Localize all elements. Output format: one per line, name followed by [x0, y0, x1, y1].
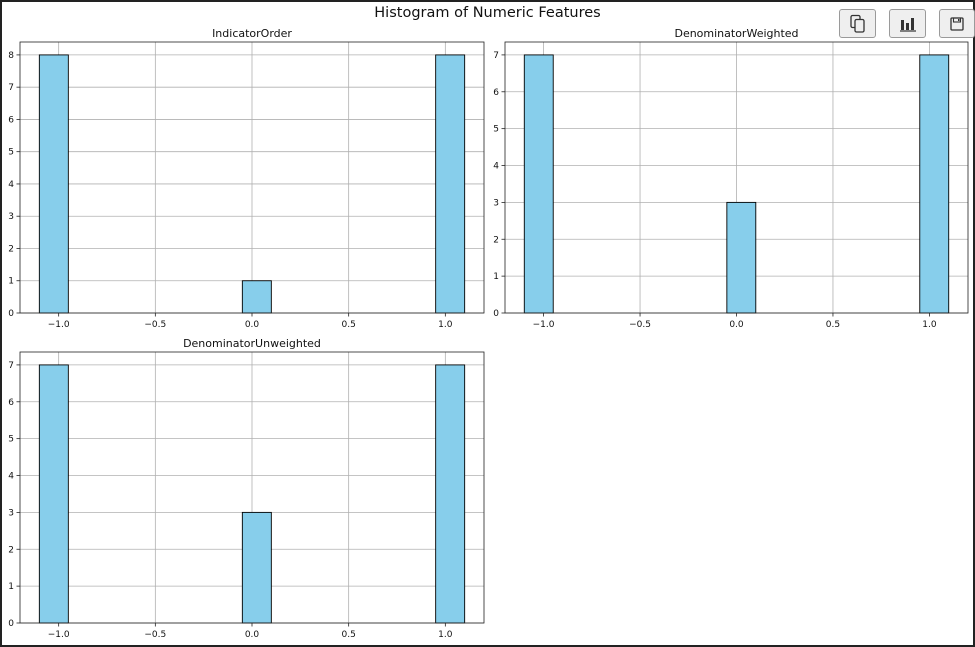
- histogram-bar: [38, 54, 69, 314]
- figure-title: Histogram of Numeric Features: [374, 5, 601, 21]
- subplot-1: −1.0 −0.5 0.0 0.5 1.0 0 1 2 3 4 5 6 7 8 IndicatorOrder: [8, 27, 485, 330]
- histogram-bar: [241, 511, 272, 624]
- x-tick-label: 0.5: [342, 630, 356, 640]
- y-tick-label: 2: [493, 235, 499, 245]
- y-tick-label: 5: [493, 125, 499, 135]
- histogram-bar: [38, 364, 69, 624]
- subplot-title: DenominatorWeighted: [674, 27, 798, 40]
- histogram-bar: [435, 54, 466, 314]
- y-tick-label: 6: [8, 115, 14, 125]
- y-tick-label: 7: [8, 361, 14, 371]
- y-tick-label: 7: [493, 51, 499, 61]
- y-tick-label: 8: [8, 51, 14, 61]
- subplot-title: DenominatorUnweighted: [183, 337, 321, 350]
- x-tick-label: 0.0: [245, 630, 260, 640]
- y-tick-label: 0: [8, 309, 14, 319]
- y-tick-label: 0: [493, 309, 499, 319]
- save-icon: [950, 16, 964, 31]
- y-tick-label: 0: [8, 619, 14, 629]
- chart-button[interactable]: [889, 9, 926, 38]
- copy-button[interactable]: [839, 9, 876, 38]
- copy-icon: [849, 14, 865, 33]
- x-tick-label: 1.0: [438, 630, 453, 640]
- y-tick-label: 7: [8, 83, 14, 93]
- x-tick-label: −1.0: [48, 630, 70, 640]
- x-tick-label: 1.0: [438, 320, 453, 330]
- subplot-3: −1.0 −0.5 0.0 0.5 1.0 0 1 2 3 4 5 6 7 DenominatorUnwe…: [8, 337, 485, 640]
- x-tick-label: 0.0: [729, 320, 744, 330]
- y-tick-label: 5: [8, 435, 14, 445]
- y-tick-label: 4: [493, 162, 499, 172]
- y-tick-label: 6: [8, 398, 14, 408]
- y-tick-label: 2: [8, 244, 14, 254]
- x-tick-label: −0.5: [144, 630, 166, 640]
- x-tick-label: −0.5: [629, 320, 651, 330]
- histogram-bar: [523, 54, 554, 314]
- subplot-2: −1.0 −0.5 0.0 0.5 1.0 0 1 2 3 4 5 6 7 DenominatorWeig…: [493, 27, 969, 330]
- histogram-bar: [919, 54, 950, 314]
- y-tick-label: 3: [493, 198, 499, 208]
- y-tick-label: 4: [8, 472, 14, 482]
- histogram-bar: [435, 364, 466, 624]
- x-tick-label: 0.5: [826, 320, 840, 330]
- y-tick-label: 4: [8, 180, 14, 190]
- x-tick-label: −1.0: [533, 320, 555, 330]
- subplot-title: IndicatorOrder: [212, 27, 292, 40]
- y-tick-label: 1: [493, 272, 499, 282]
- x-tick-label: −1.0: [48, 320, 70, 330]
- x-tick-label: 1.0: [922, 320, 937, 330]
- y-tick-label: 1: [8, 582, 14, 592]
- y-tick-label: 3: [8, 508, 14, 518]
- histogram-bar: [241, 280, 272, 314]
- x-tick-label: 0.0: [245, 320, 260, 330]
- y-tick-label: 6: [493, 88, 499, 98]
- x-tick-label: 0.5: [342, 320, 356, 330]
- histogram-bar: [726, 201, 757, 314]
- y-tick-label: 3: [8, 212, 14, 222]
- y-tick-label: 1: [8, 277, 14, 287]
- x-tick-label: −0.5: [144, 320, 166, 330]
- y-tick-label: 5: [8, 148, 14, 158]
- bar-chart-icon: [899, 17, 916, 32]
- y-tick-label: 2: [8, 545, 14, 555]
